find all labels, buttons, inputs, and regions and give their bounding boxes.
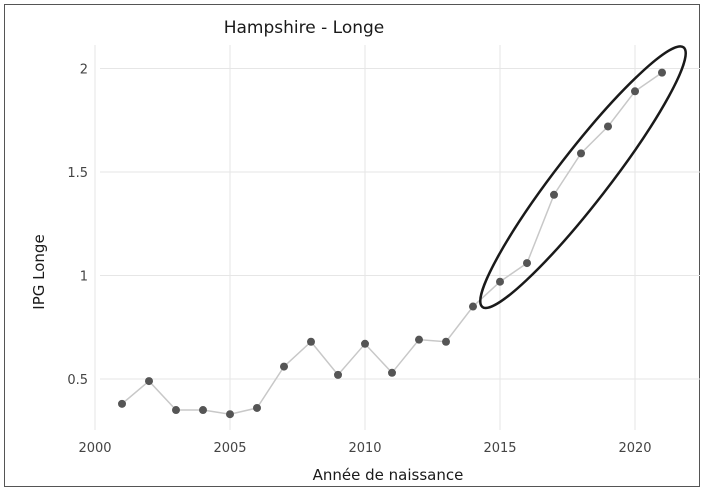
x-tick-label: 2020 [618,441,651,456]
x-tick-label: 2015 [483,441,516,456]
y-axis-title: IPG Longe [30,234,48,309]
data-point [145,377,153,386]
chart-title: Hampshire - Longe [224,18,385,38]
data-point [631,87,639,96]
y-tick-label: 0.5 [67,373,88,388]
data-point [226,410,234,419]
data-point [496,277,504,286]
y-tick-label: 1.5 [67,166,88,181]
x-tick-label: 2005 [213,441,246,456]
x-tick-label: 2000 [78,441,111,456]
data-point [604,122,612,131]
data-point [118,399,126,408]
data-point [361,339,369,348]
y-tick-label: 2 [80,63,88,78]
highlight-ellipse [479,45,687,310]
data-point [442,337,450,346]
data-point [280,362,288,371]
data-point [469,302,477,311]
y-tick-label: 1 [80,270,88,285]
data-point [523,259,531,268]
data-point [307,337,315,346]
data-point [199,406,207,415]
x-tick-label: 2010 [348,441,381,456]
series-group [118,45,687,419]
series-line [121,72,663,415]
x-axis-title: Année de naissance [313,466,464,484]
grid-lines [94,45,700,430]
data-point [253,403,261,412]
tick-labels: 2000 2005 2010 2015 2020 0.5 1 1.5 2 [67,63,651,457]
data-point [577,149,585,158]
data-point [415,335,423,344]
data-point [550,190,558,199]
data-point [658,68,666,77]
data-point [334,370,342,379]
data-point [172,406,180,415]
data-point [388,368,396,377]
